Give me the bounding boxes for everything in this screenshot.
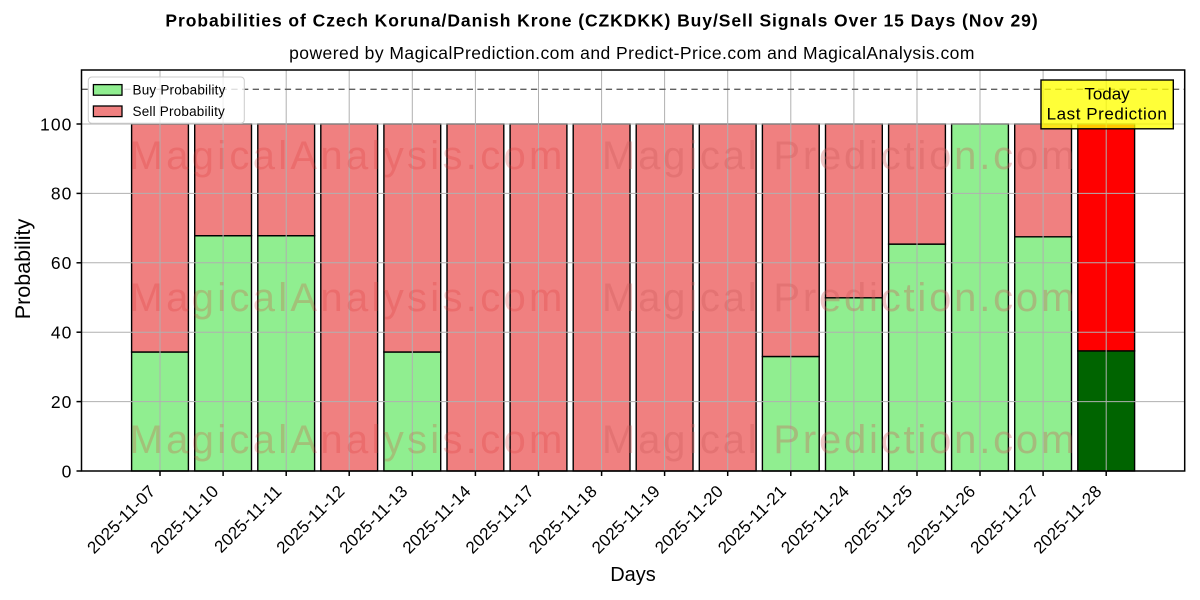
svg-text:MagicalAnalysis.com: MagicalAnalysis.com — [130, 276, 566, 320]
svg-text:Probability: Probability — [11, 219, 35, 320]
svg-text:powered by MagicalPrediction.c: powered by MagicalPrediction.com and Pre… — [289, 43, 975, 63]
svg-text:Probabilities of Czech Koruna/: Probabilities of Czech Koruna/Danish Kro… — [165, 11, 1038, 31]
svg-text:60: 60 — [51, 253, 73, 273]
svg-text:Last Prediction: Last Prediction — [1047, 105, 1168, 124]
svg-text:20: 20 — [51, 392, 73, 412]
svg-text:Days: Days — [610, 564, 656, 586]
svg-text:80: 80 — [51, 184, 73, 204]
svg-text:Sell Probability: Sell Probability — [133, 104, 226, 119]
svg-text:MagicalAnalysis.com: MagicalAnalysis.com — [130, 418, 566, 462]
svg-text:Magical Prediction.com: Magical Prediction.com — [602, 418, 1077, 462]
svg-text:Magical Prediction.com: Magical Prediction.com — [602, 134, 1077, 178]
svg-text:0: 0 — [62, 461, 73, 481]
svg-text:Buy Probability: Buy Probability — [133, 83, 226, 98]
svg-text:100: 100 — [40, 114, 73, 134]
svg-text:Today: Today — [1084, 84, 1130, 103]
svg-text:MagicalAnalysis.com: MagicalAnalysis.com — [130, 134, 566, 178]
svg-text:Magical Prediction.com: Magical Prediction.com — [602, 276, 1077, 320]
svg-text:40: 40 — [51, 323, 73, 343]
